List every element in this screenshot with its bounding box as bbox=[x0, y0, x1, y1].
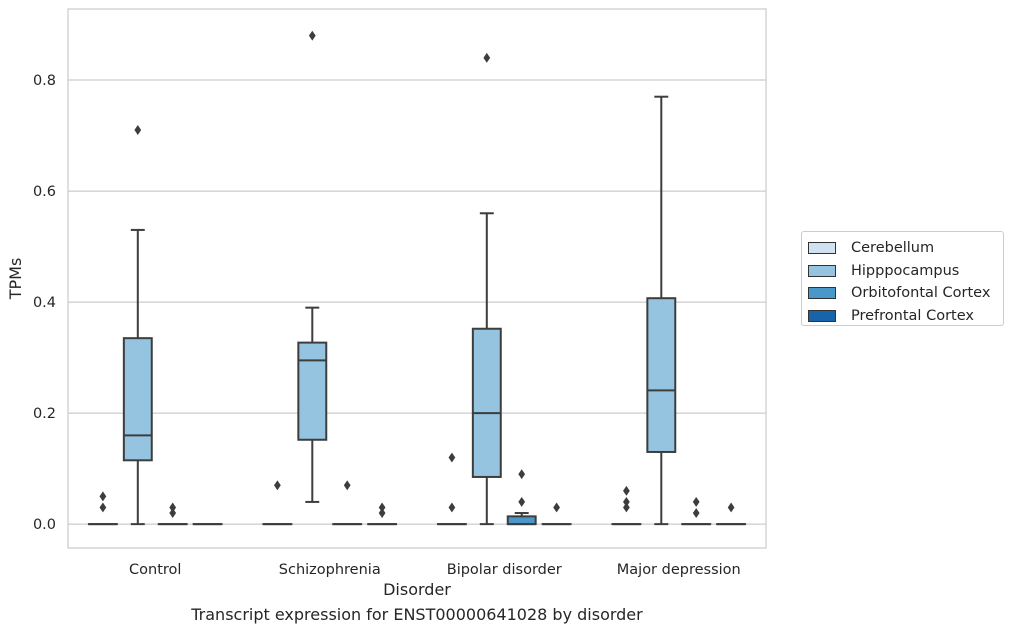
box-body bbox=[506, 515, 537, 526]
outlier-point bbox=[692, 496, 700, 507]
outlier-point bbox=[378, 508, 386, 518]
legend-item-hippocampus: Hipppocampus bbox=[808, 260, 1003, 283]
outlier-point bbox=[378, 502, 386, 513]
legend-item-orbitofrontal-cortex: Orbitofontal Cortex bbox=[808, 282, 1003, 305]
box-body bbox=[122, 337, 153, 462]
outlier-point bbox=[99, 491, 107, 502]
y-tick-label: 0.8 bbox=[33, 73, 56, 89]
y-tick-labels: 0.0 0.2 0.4 0.6 0.8 bbox=[33, 73, 56, 533]
box-0-1 bbox=[122, 125, 153, 526]
y-tick-label: 0.4 bbox=[33, 295, 56, 311]
legend-label: Prefrontal Cortex bbox=[851, 307, 974, 324]
legend-label: Hipppocampus bbox=[851, 262, 960, 279]
outlier-point bbox=[99, 502, 107, 513]
outlier-point bbox=[623, 496, 630, 507]
legend-swatch bbox=[808, 242, 836, 255]
outlier-point bbox=[518, 469, 526, 480]
outlier-point bbox=[518, 496, 526, 507]
outlier-point bbox=[169, 508, 177, 518]
legend-label: Cerebellum bbox=[851, 240, 935, 257]
box-3-1 bbox=[646, 95, 677, 526]
box-3-2 bbox=[681, 496, 712, 526]
box-1-2 bbox=[332, 480, 363, 526]
outlier-point bbox=[727, 502, 735, 513]
box-body bbox=[297, 341, 328, 441]
outlier-point bbox=[448, 502, 456, 513]
outlier-point bbox=[308, 30, 316, 41]
y-tick-label: 0.6 bbox=[33, 184, 56, 200]
legend-item-cerebellum: Cerebellum bbox=[808, 237, 1003, 260]
outlier-point bbox=[623, 485, 630, 496]
legend-swatch bbox=[808, 287, 836, 300]
outlier-point bbox=[553, 502, 560, 513]
figure-caption: Transcript expression for ENST0000064102… bbox=[191, 605, 643, 624]
outlier-point bbox=[483, 52, 491, 63]
legend-item-prefrontal-cortex: Prefrontal Cortex bbox=[808, 305, 1003, 328]
outlier-point bbox=[274, 480, 281, 491]
legend-swatch bbox=[808, 264, 836, 277]
box-1-1 bbox=[297, 30, 328, 503]
x-tick-label: Bipolar disorder bbox=[447, 562, 562, 578]
outlier-point bbox=[343, 480, 351, 491]
y-tick-label: 0.2 bbox=[33, 406, 56, 422]
box-body bbox=[646, 297, 677, 453]
x-tick-label: Major depression bbox=[617, 562, 741, 578]
y-axis-label: TPMs bbox=[6, 258, 25, 301]
box-3-3 bbox=[716, 502, 747, 526]
box-2-1 bbox=[471, 52, 502, 526]
chart-legend: Cerebellum Hipppocampus Orbitofontal Cor… bbox=[801, 231, 1004, 326]
box-0-2 bbox=[157, 502, 188, 526]
box-1-0 bbox=[262, 480, 293, 526]
plot-frame bbox=[67, 8, 767, 549]
outlier-point bbox=[623, 502, 630, 513]
x-tick-label: Control bbox=[129, 562, 181, 578]
box-3-0 bbox=[611, 485, 642, 526]
outlier-point bbox=[134, 125, 142, 135]
box-marks bbox=[87, 30, 747, 526]
x-tick-label: Schizophrenia bbox=[279, 562, 381, 578]
legend-swatch bbox=[808, 309, 836, 322]
box-2-0 bbox=[436, 452, 467, 526]
box-body bbox=[471, 327, 502, 478]
outlier-point bbox=[169, 502, 177, 513]
box-2-2 bbox=[506, 469, 537, 526]
x-tick-labels: Control Schizophrenia Bipolar disorder Majo… bbox=[129, 562, 741, 578]
x-axis-label: Disorder bbox=[383, 580, 451, 599]
outlier-point bbox=[448, 452, 456, 463]
box-1-3 bbox=[367, 502, 398, 526]
outlier-point bbox=[692, 508, 700, 518]
legend-label: Orbitofontal Cortex bbox=[851, 285, 991, 302]
box-0-0 bbox=[87, 491, 118, 526]
box-2-3 bbox=[541, 502, 572, 526]
y-tick-label: 0.0 bbox=[33, 517, 56, 533]
